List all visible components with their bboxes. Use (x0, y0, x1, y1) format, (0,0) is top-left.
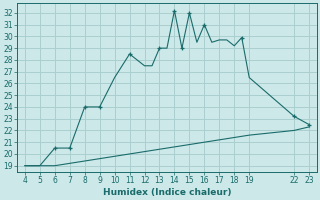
X-axis label: Humidex (Indice chaleur): Humidex (Indice chaleur) (103, 188, 231, 197)
